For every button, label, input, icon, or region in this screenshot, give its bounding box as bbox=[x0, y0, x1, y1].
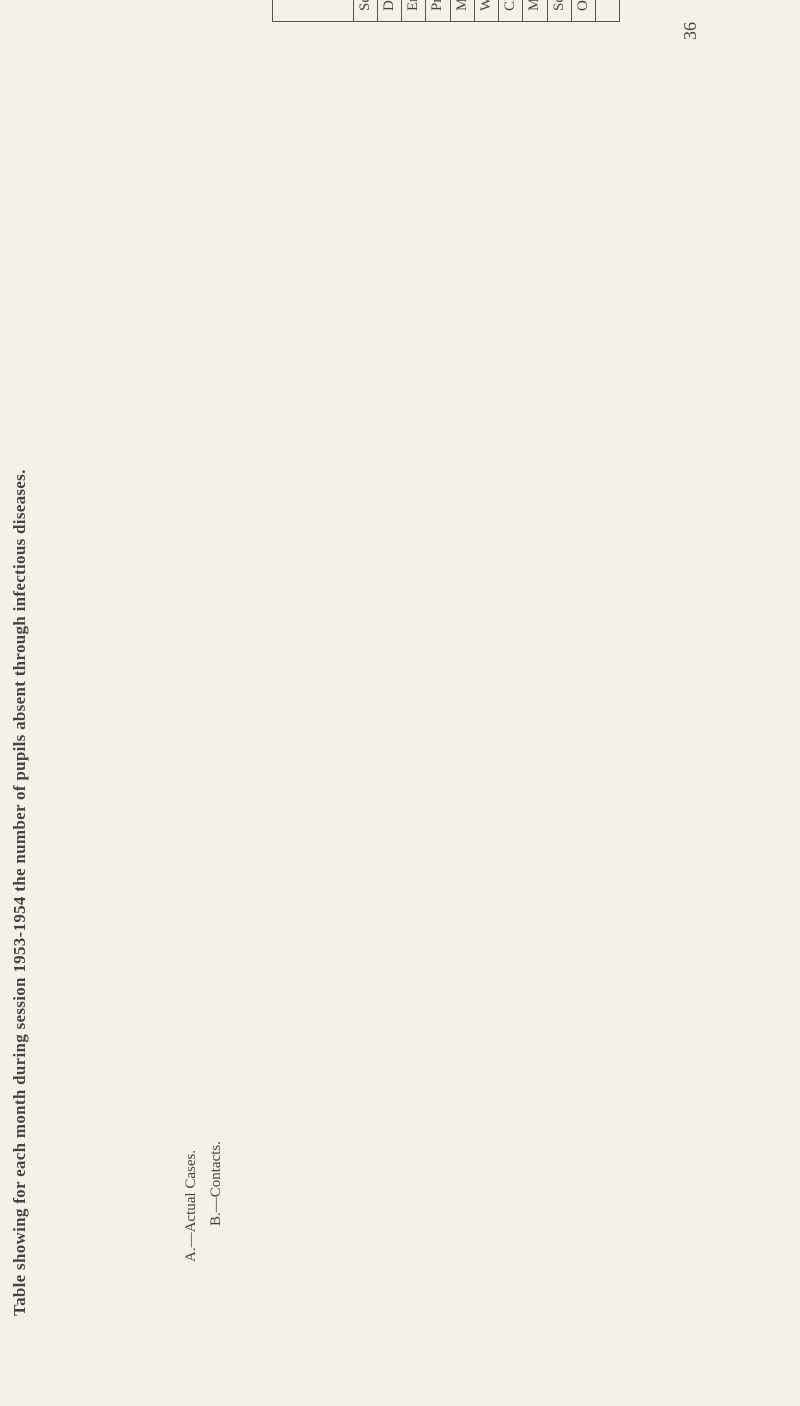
subtitle-b: B.—Contacts. bbox=[208, 1141, 225, 1226]
table-head: September, 1953.October.November.Decembe… bbox=[273, 0, 354, 22]
table-row: Chickenpox ....1844841139113615913251782… bbox=[499, 0, 523, 22]
totals-label: Totals .... bbox=[596, 0, 620, 22]
page-number: 36 bbox=[680, 22, 701, 40]
table-row: Others ....5191507625304216343444979528 bbox=[571, 0, 595, 22]
row-label: Whooping Cough bbox=[474, 0, 498, 22]
table-row: Pneumonia ..:5541912133241121113737 bbox=[426, 0, 450, 22]
row-label: Pneumonia ..: bbox=[426, 0, 450, 22]
row-label: Enteric Fever .... bbox=[402, 0, 426, 22]
data-table: September, 1953.October.November.Decembe… bbox=[272, 0, 620, 22]
totals-row: Totals ....21168270473223746459477464953… bbox=[596, 0, 620, 22]
table-row: Whooping Cough32113327016727571501252925… bbox=[474, 0, 498, 22]
table-row: Diphtheria ....444224612122202444 bbox=[377, 0, 401, 22]
row-label: Scarlet Fever .... bbox=[353, 0, 377, 22]
row-label: Chickenpox .... bbox=[499, 0, 523, 22]
row-label: Scabies ... bbox=[547, 0, 571, 22]
table-title: Table showing for each month during sess… bbox=[10, 116, 30, 1316]
subtitle-a: A.—Actual Cases. bbox=[183, 1150, 200, 1262]
table-foot: Totals ....21168270473223746459477464953… bbox=[596, 0, 620, 22]
table-body: Scarlet Fever ....4636291758267341443842… bbox=[353, 0, 596, 22]
table-row: Enteric Fever .... bbox=[402, 0, 426, 22]
table-row: Mumps ....262925475349985648524833486 bbox=[523, 0, 547, 22]
table-row: Scabies ...16124281213121314291111 bbox=[547, 0, 571, 22]
row-label: Others .... bbox=[571, 0, 595, 22]
head-row-months: September, 1953.October.November.Decembe… bbox=[273, 0, 315, 22]
row-label: Diphtheria .... bbox=[377, 0, 401, 22]
blank-corner bbox=[273, 0, 354, 22]
table-row: Scarlet Fever ....4636291758267341443842… bbox=[353, 0, 377, 22]
row-label: Mumps .... bbox=[523, 0, 547, 22]
table-container: September, 1953.October.November.Decembe… bbox=[272, 0, 620, 22]
table-row: Measles ....2913422950214141407347317621… bbox=[450, 0, 474, 22]
row-label: Measles .... bbox=[450, 0, 474, 22]
